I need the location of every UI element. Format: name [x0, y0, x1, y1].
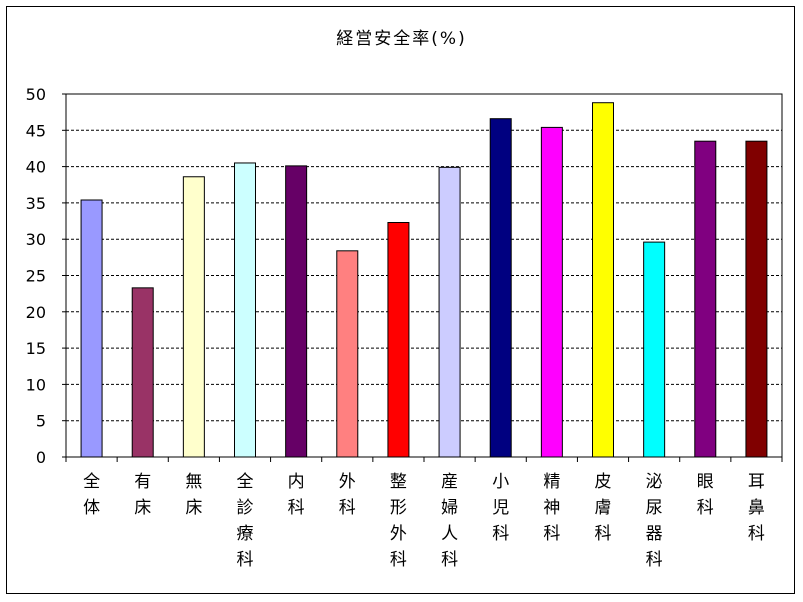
bar-14: [745, 140, 768, 458]
x-category-label: 精神科: [543, 472, 560, 544]
y-tick-label: 45: [26, 121, 46, 140]
bar-10: [540, 126, 563, 458]
bar-5: [285, 165, 308, 458]
x-category-label: 全体: [83, 472, 100, 518]
x-category-label: 眼科: [697, 472, 714, 518]
y-tick-label: 5: [36, 412, 46, 431]
x-category-label: 有床: [134, 472, 151, 518]
x-category-label: 小児科: [492, 472, 509, 544]
y-tick-label: 20: [26, 303, 46, 322]
y-tick-label: 40: [26, 158, 46, 177]
gridlines: [66, 129, 782, 422]
x-category-label: 皮膚科: [595, 472, 612, 544]
x-category-label: 外科: [339, 472, 356, 518]
x-category-label: 無床: [185, 472, 202, 518]
y-tick-label: 15: [26, 339, 46, 358]
bar-8: [438, 166, 461, 458]
bar-1: [80, 199, 103, 458]
chart-title: 経営安全率(%): [336, 29, 467, 49]
bar-12: [643, 241, 666, 458]
bar-4: [234, 162, 256, 458]
bar-9: [489, 118, 512, 458]
bar-2: [131, 287, 154, 458]
y-tick-labels: 0 5 10 15 20 25 30 35 40 45 50: [26, 85, 46, 467]
bar-13: [694, 140, 717, 458]
axes: [62, 93, 783, 462]
y-tick-label: 50: [26, 85, 46, 104]
bar-6: [336, 250, 359, 458]
bars: [80, 102, 768, 458]
x-category-label: 整形外科: [390, 472, 407, 570]
x-category-label: 産婦人科: [441, 472, 458, 570]
y-tick-label: 0: [36, 448, 46, 467]
x-category-label: 耳鼻科: [748, 472, 765, 544]
bar-11: [592, 102, 614, 458]
y-tick-label: 30: [26, 230, 46, 249]
y-tick-label: 25: [26, 267, 46, 286]
x-category-label: 全診療科: [237, 472, 254, 570]
y-tick-label: 10: [26, 375, 46, 394]
bar-7: [387, 222, 410, 458]
bar-3: [182, 176, 205, 458]
x-category-label: 泌尿器科: [646, 472, 663, 570]
x-category-label: 内科: [288, 472, 305, 518]
y-tick-label: 35: [26, 194, 46, 213]
